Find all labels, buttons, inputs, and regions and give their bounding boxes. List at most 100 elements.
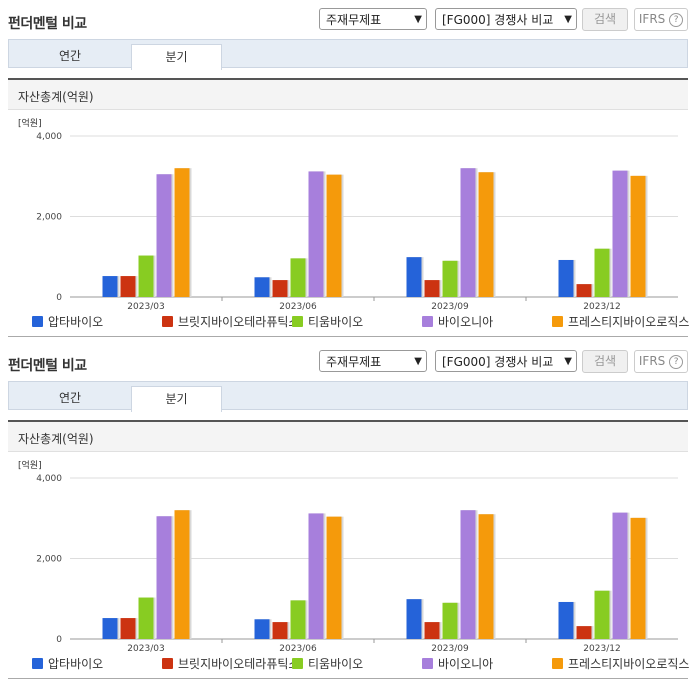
bar xyxy=(290,600,306,639)
fundamental-panel-1: 펀더멘털 비교 주재무제표 ▼ [FG000] 경쟁사 비교 ▼ 검색 IFRS… xyxy=(0,8,696,337)
bar xyxy=(406,257,422,297)
legend-label: 바이오니아 xyxy=(438,657,494,671)
legend-swatch xyxy=(422,658,433,669)
search-button[interactable]: 검색 xyxy=(582,350,628,373)
tab-quarterly[interactable]: 분기 xyxy=(131,44,222,70)
legend-swatch xyxy=(162,658,173,669)
peer-select[interactable]: [FG000] 경쟁사 비교 ▼ xyxy=(435,8,577,30)
x-tick-label: 2023/06 xyxy=(279,302,317,312)
ifrs-label: IFRS xyxy=(638,354,666,368)
y-tick-label: 0 xyxy=(56,635,62,645)
legend-swatch xyxy=(292,316,303,327)
legend-item[interactable]: 티움바이오 xyxy=(292,313,363,330)
bar xyxy=(156,516,172,639)
chart-legend: 압타바이오 브릿지바이오테라퓨틱스 티움바이오 바이오니아 프레스티지바이오로직스 xyxy=(0,313,696,329)
bar xyxy=(460,168,476,297)
bar xyxy=(630,175,646,297)
bar xyxy=(406,599,422,639)
bar xyxy=(442,260,458,297)
tab-quarterly[interactable]: 분기 xyxy=(131,386,222,412)
legend-item[interactable]: 바이오니아 xyxy=(422,313,493,330)
bar xyxy=(308,513,324,639)
bar xyxy=(174,168,190,297)
bar xyxy=(138,597,154,639)
bar xyxy=(612,512,628,639)
section-header: 자산총계(억원) xyxy=(8,78,688,110)
bar xyxy=(478,514,494,639)
bar xyxy=(424,280,440,297)
legend-swatch xyxy=(32,316,43,327)
bar xyxy=(326,174,342,297)
legend-item[interactable]: 티움바이오 xyxy=(292,655,363,672)
bar xyxy=(156,174,172,297)
ifrs-label: IFRS xyxy=(638,12,666,26)
bar xyxy=(558,601,574,639)
tab-annual[interactable]: 연간 xyxy=(58,391,82,405)
legend-item[interactable]: 프레스티지바이오로직스 xyxy=(552,313,689,330)
panel-title: 펀더멘털 비교 xyxy=(8,16,87,32)
panel-title: 펀더멘털 비교 xyxy=(8,358,87,374)
y-tick-label: 0 xyxy=(56,293,62,303)
legend-label: 압타바이오 xyxy=(48,657,104,671)
peer-select[interactable]: [FG000] 경쟁사 비교 ▼ xyxy=(435,350,577,372)
section-header: 자산총계(억원) xyxy=(8,420,688,452)
ifrs-help-button[interactable]: IFRS ? xyxy=(634,350,688,373)
y-tick-label: 4,000 xyxy=(36,474,62,484)
unit-label: [억원] xyxy=(18,459,42,471)
legend-swatch xyxy=(552,316,563,327)
fundamental-panel-2: 펀더멘털 비교 주재무제표 ▼ [FG000] 경쟁사 비교 ▼ 검색 IFRS… xyxy=(0,342,696,684)
legend-item[interactable]: 브릿지바이오테라퓨틱스 xyxy=(162,655,299,672)
bar xyxy=(102,276,118,297)
x-tick-label: 2023/12 xyxy=(583,644,620,654)
unit-label: [억원] xyxy=(18,117,42,129)
legend-label: 브릿지바이오테라퓨틱스 xyxy=(178,657,300,671)
bar xyxy=(594,590,610,639)
bar xyxy=(576,626,592,639)
help-icon: ? xyxy=(669,354,684,369)
y-tick-label: 4,000 xyxy=(36,132,62,142)
bar xyxy=(254,619,270,639)
bar xyxy=(558,259,574,297)
bar xyxy=(138,255,154,297)
statement-select-value: 주재무제표 xyxy=(326,355,382,369)
bar xyxy=(478,172,494,297)
bar xyxy=(174,510,190,639)
legend-item[interactable]: 압타바이오 xyxy=(32,655,103,672)
legend-label: 프레스티지바이오로직스 xyxy=(568,657,690,671)
divider xyxy=(8,678,688,679)
x-tick-label: 2023/09 xyxy=(431,302,469,312)
legend-swatch xyxy=(552,658,563,669)
x-tick-label: 2023/12 xyxy=(583,302,620,312)
legend-swatch xyxy=(422,316,433,327)
bar xyxy=(272,622,288,639)
period-tabs: 연간 분기 xyxy=(8,381,688,412)
tab-annual[interactable]: 연간 xyxy=(58,49,82,63)
legend-label: 프레스티지바이오로직스 xyxy=(568,315,690,329)
statement-select[interactable]: 주재무제표 ▼ xyxy=(319,350,427,372)
legend-item[interactable]: 프레스티지바이오로직스 xyxy=(552,655,689,672)
legend-label: 바이오니아 xyxy=(438,315,494,329)
chevron-down-icon: ▼ xyxy=(414,356,422,367)
chevron-down-icon: ▼ xyxy=(414,14,422,25)
section-title: 자산총계(억원) xyxy=(18,432,94,446)
y-tick-label: 2,000 xyxy=(36,213,62,223)
bar xyxy=(424,622,440,639)
search-button[interactable]: 검색 xyxy=(582,8,628,31)
statement-select-value: 주재무제표 xyxy=(326,13,382,27)
legend-swatch xyxy=(292,658,303,669)
divider xyxy=(8,336,688,337)
x-tick-label: 2023/03 xyxy=(127,302,164,312)
legend-item[interactable]: 압타바이오 xyxy=(32,313,103,330)
ifrs-help-button[interactable]: IFRS ? xyxy=(634,8,688,31)
legend-label: 티움바이오 xyxy=(308,315,364,329)
section-title: 자산총계(억원) xyxy=(18,90,94,104)
bar xyxy=(442,602,458,639)
legend-label: 압타바이오 xyxy=(48,315,104,329)
statement-select[interactable]: 주재무제표 ▼ xyxy=(319,8,427,30)
legend-item[interactable]: 바이오니아 xyxy=(422,655,493,672)
chevron-down-icon: ▼ xyxy=(564,14,572,25)
bar xyxy=(272,280,288,297)
legend-label: 브릿지바이오테라퓨틱스 xyxy=(178,315,300,329)
legend-item[interactable]: 브릿지바이오테라퓨틱스 xyxy=(162,313,299,330)
bar xyxy=(308,171,324,297)
